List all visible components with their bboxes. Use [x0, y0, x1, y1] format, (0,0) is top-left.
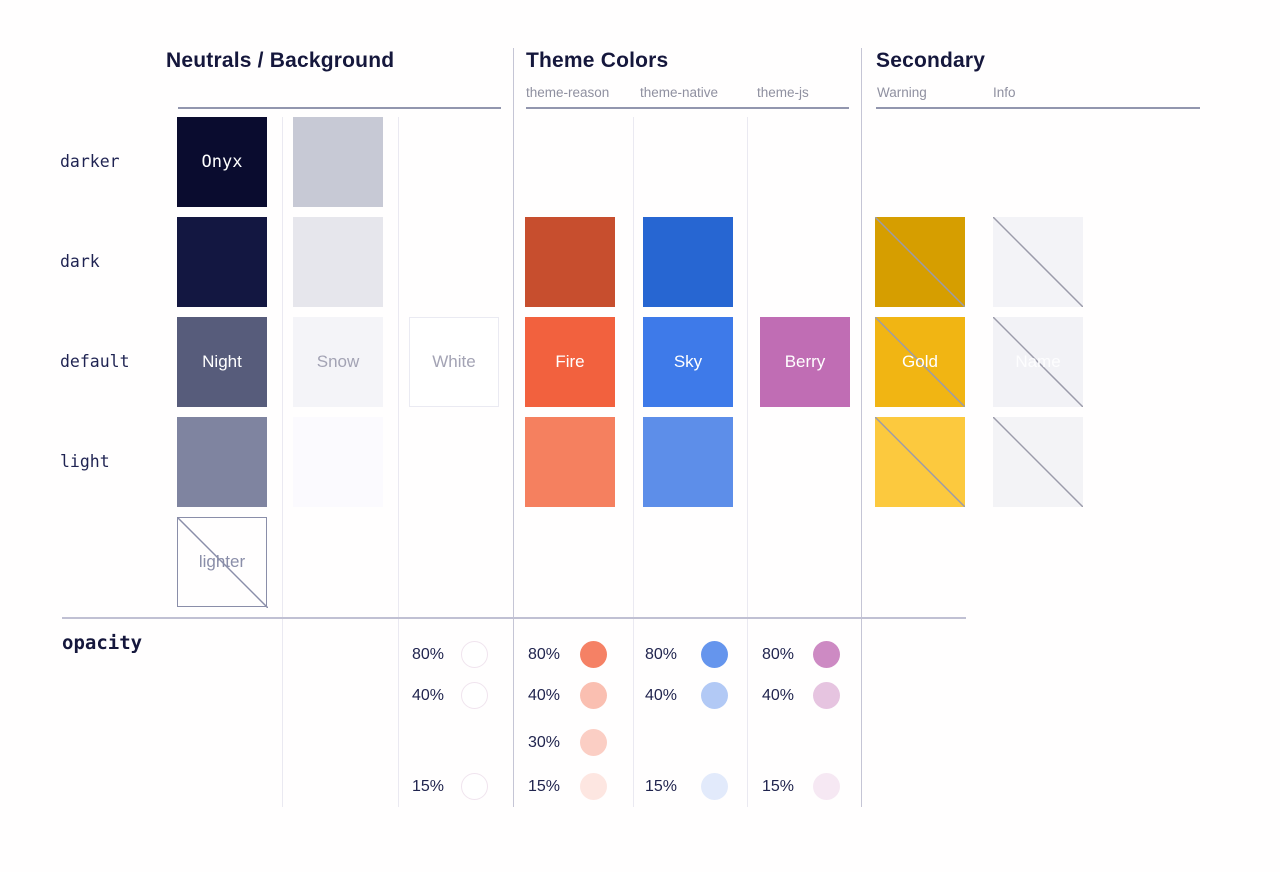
swatch-gold: Gold	[875, 317, 965, 407]
opacity-dot-fire-30	[580, 728, 607, 756]
opacity-percent-label: 40%	[762, 686, 795, 704]
swatch-bg-darker	[293, 117, 383, 207]
neutrals-underline	[178, 107, 501, 109]
subtitle-theme-js: theme-js	[757, 85, 809, 100]
row-label-darker: darker	[60, 152, 120, 171]
opacity-section-label: opacity	[62, 632, 143, 654]
opacity-percent-label: 30%	[528, 733, 561, 751]
swatch-gold-dark	[875, 217, 965, 307]
opacity-dot-sky-40	[701, 681, 728, 709]
swatch-sky: Sky	[643, 317, 733, 407]
subtitle-theme-native: theme-native	[640, 85, 719, 100]
grid-line	[398, 117, 399, 807]
row-label-dark: dark	[60, 252, 100, 271]
diagonal-strike-icon	[875, 217, 965, 307]
theme-underline	[526, 107, 849, 109]
opacity-dot-fire-40	[580, 681, 607, 709]
theme-colors-header: Theme Colors	[526, 49, 669, 72]
swatch-onyx: Onyx	[177, 117, 267, 207]
opacity-dot-berry-15	[813, 772, 840, 800]
opacity-dot-berry-80	[813, 640, 840, 668]
diagonal-strike-icon	[993, 417, 1083, 507]
opacity-dot-white-40	[461, 681, 488, 709]
opacity-percent-label: 15%	[412, 777, 445, 795]
opacity-percent-label: 80%	[645, 645, 678, 663]
swatch-label: Berry	[784, 352, 826, 371]
opacity-percent-label: 15%	[762, 777, 795, 795]
grid-line	[633, 117, 634, 807]
swatch-label: Onyx	[201, 152, 243, 172]
swatch-white: White	[409, 317, 499, 407]
opacity-dot-white-15	[461, 772, 488, 800]
swatch-info-dark	[993, 217, 1083, 307]
swatch-neutral-light	[177, 417, 267, 507]
subtitle-theme-reason: theme-reason	[526, 85, 610, 100]
opacity-percent-label: 80%	[528, 645, 561, 663]
swatch-neutral-dark	[177, 217, 267, 307]
secondary-underline	[876, 107, 1200, 109]
opacity-dot-sky-80	[701, 640, 728, 668]
subtitle-warning: Warning	[877, 85, 927, 100]
opacity-dot-white-80	[461, 640, 488, 668]
neutrals-header: Neutrals / Background	[166, 49, 395, 72]
swatch-label: Sky	[673, 352, 703, 371]
subtitle-info: Info	[993, 85, 1016, 100]
opacity-divider	[62, 617, 966, 619]
grid-line	[747, 117, 748, 807]
opacity-percent-label: 40%	[528, 686, 561, 704]
swatch-label: lighter	[198, 552, 246, 571]
swatch-label: Night	[202, 352, 242, 371]
swatch-sky-dark	[643, 217, 733, 307]
secondary-header: Secondary	[876, 49, 986, 72]
swatch-fire-light	[525, 417, 615, 507]
grid-line	[282, 117, 283, 807]
swatch-sky-light	[643, 417, 733, 507]
opacity-percent-label: 80%	[412, 645, 445, 663]
opacity-percent-label: 15%	[528, 777, 561, 795]
swatch-label: Fire	[555, 352, 585, 371]
swatch-label: Snow	[316, 352, 360, 371]
row-label-default: default	[60, 352, 130, 371]
swatch-night: Night	[177, 317, 267, 407]
swatch-label: White	[432, 352, 476, 371]
diagonal-strike-icon	[993, 217, 1083, 307]
swatch-info: Name	[993, 317, 1083, 407]
swatch-bg-light	[293, 417, 383, 507]
opacity-percent-label: 80%	[762, 645, 795, 663]
swatch-berry: Berry	[760, 317, 850, 407]
section-divider	[861, 48, 862, 807]
swatch-fire-dark	[525, 217, 615, 307]
opacity-dot-fire-80	[580, 640, 607, 668]
diagonal-strike-icon	[993, 317, 1083, 407]
row-label-light: light	[60, 452, 110, 471]
swatch-info-light	[993, 417, 1083, 507]
diagonal-strike-icon	[178, 518, 268, 608]
swatch-snow: Snow	[293, 317, 383, 407]
opacity-dot-sky-15	[701, 772, 728, 800]
swatch-gold-light	[875, 417, 965, 507]
swatch-label: Gold	[902, 352, 938, 371]
opacity-percent-label: 40%	[645, 686, 678, 704]
section-divider	[513, 48, 514, 807]
swatch-fire: Fire	[525, 317, 615, 407]
swatch-lighter: lighter	[177, 517, 268, 608]
diagonal-strike-icon	[875, 417, 965, 507]
opacity-dot-berry-40	[813, 681, 840, 709]
swatch-bg-dark	[293, 217, 383, 307]
opacity-percent-label: 40%	[412, 686, 445, 704]
opacity-dot-fire-15	[580, 772, 607, 800]
opacity-percent-label: 15%	[645, 777, 678, 795]
diagonal-strike-icon	[875, 317, 965, 407]
swatch-label: Name	[1015, 352, 1061, 371]
